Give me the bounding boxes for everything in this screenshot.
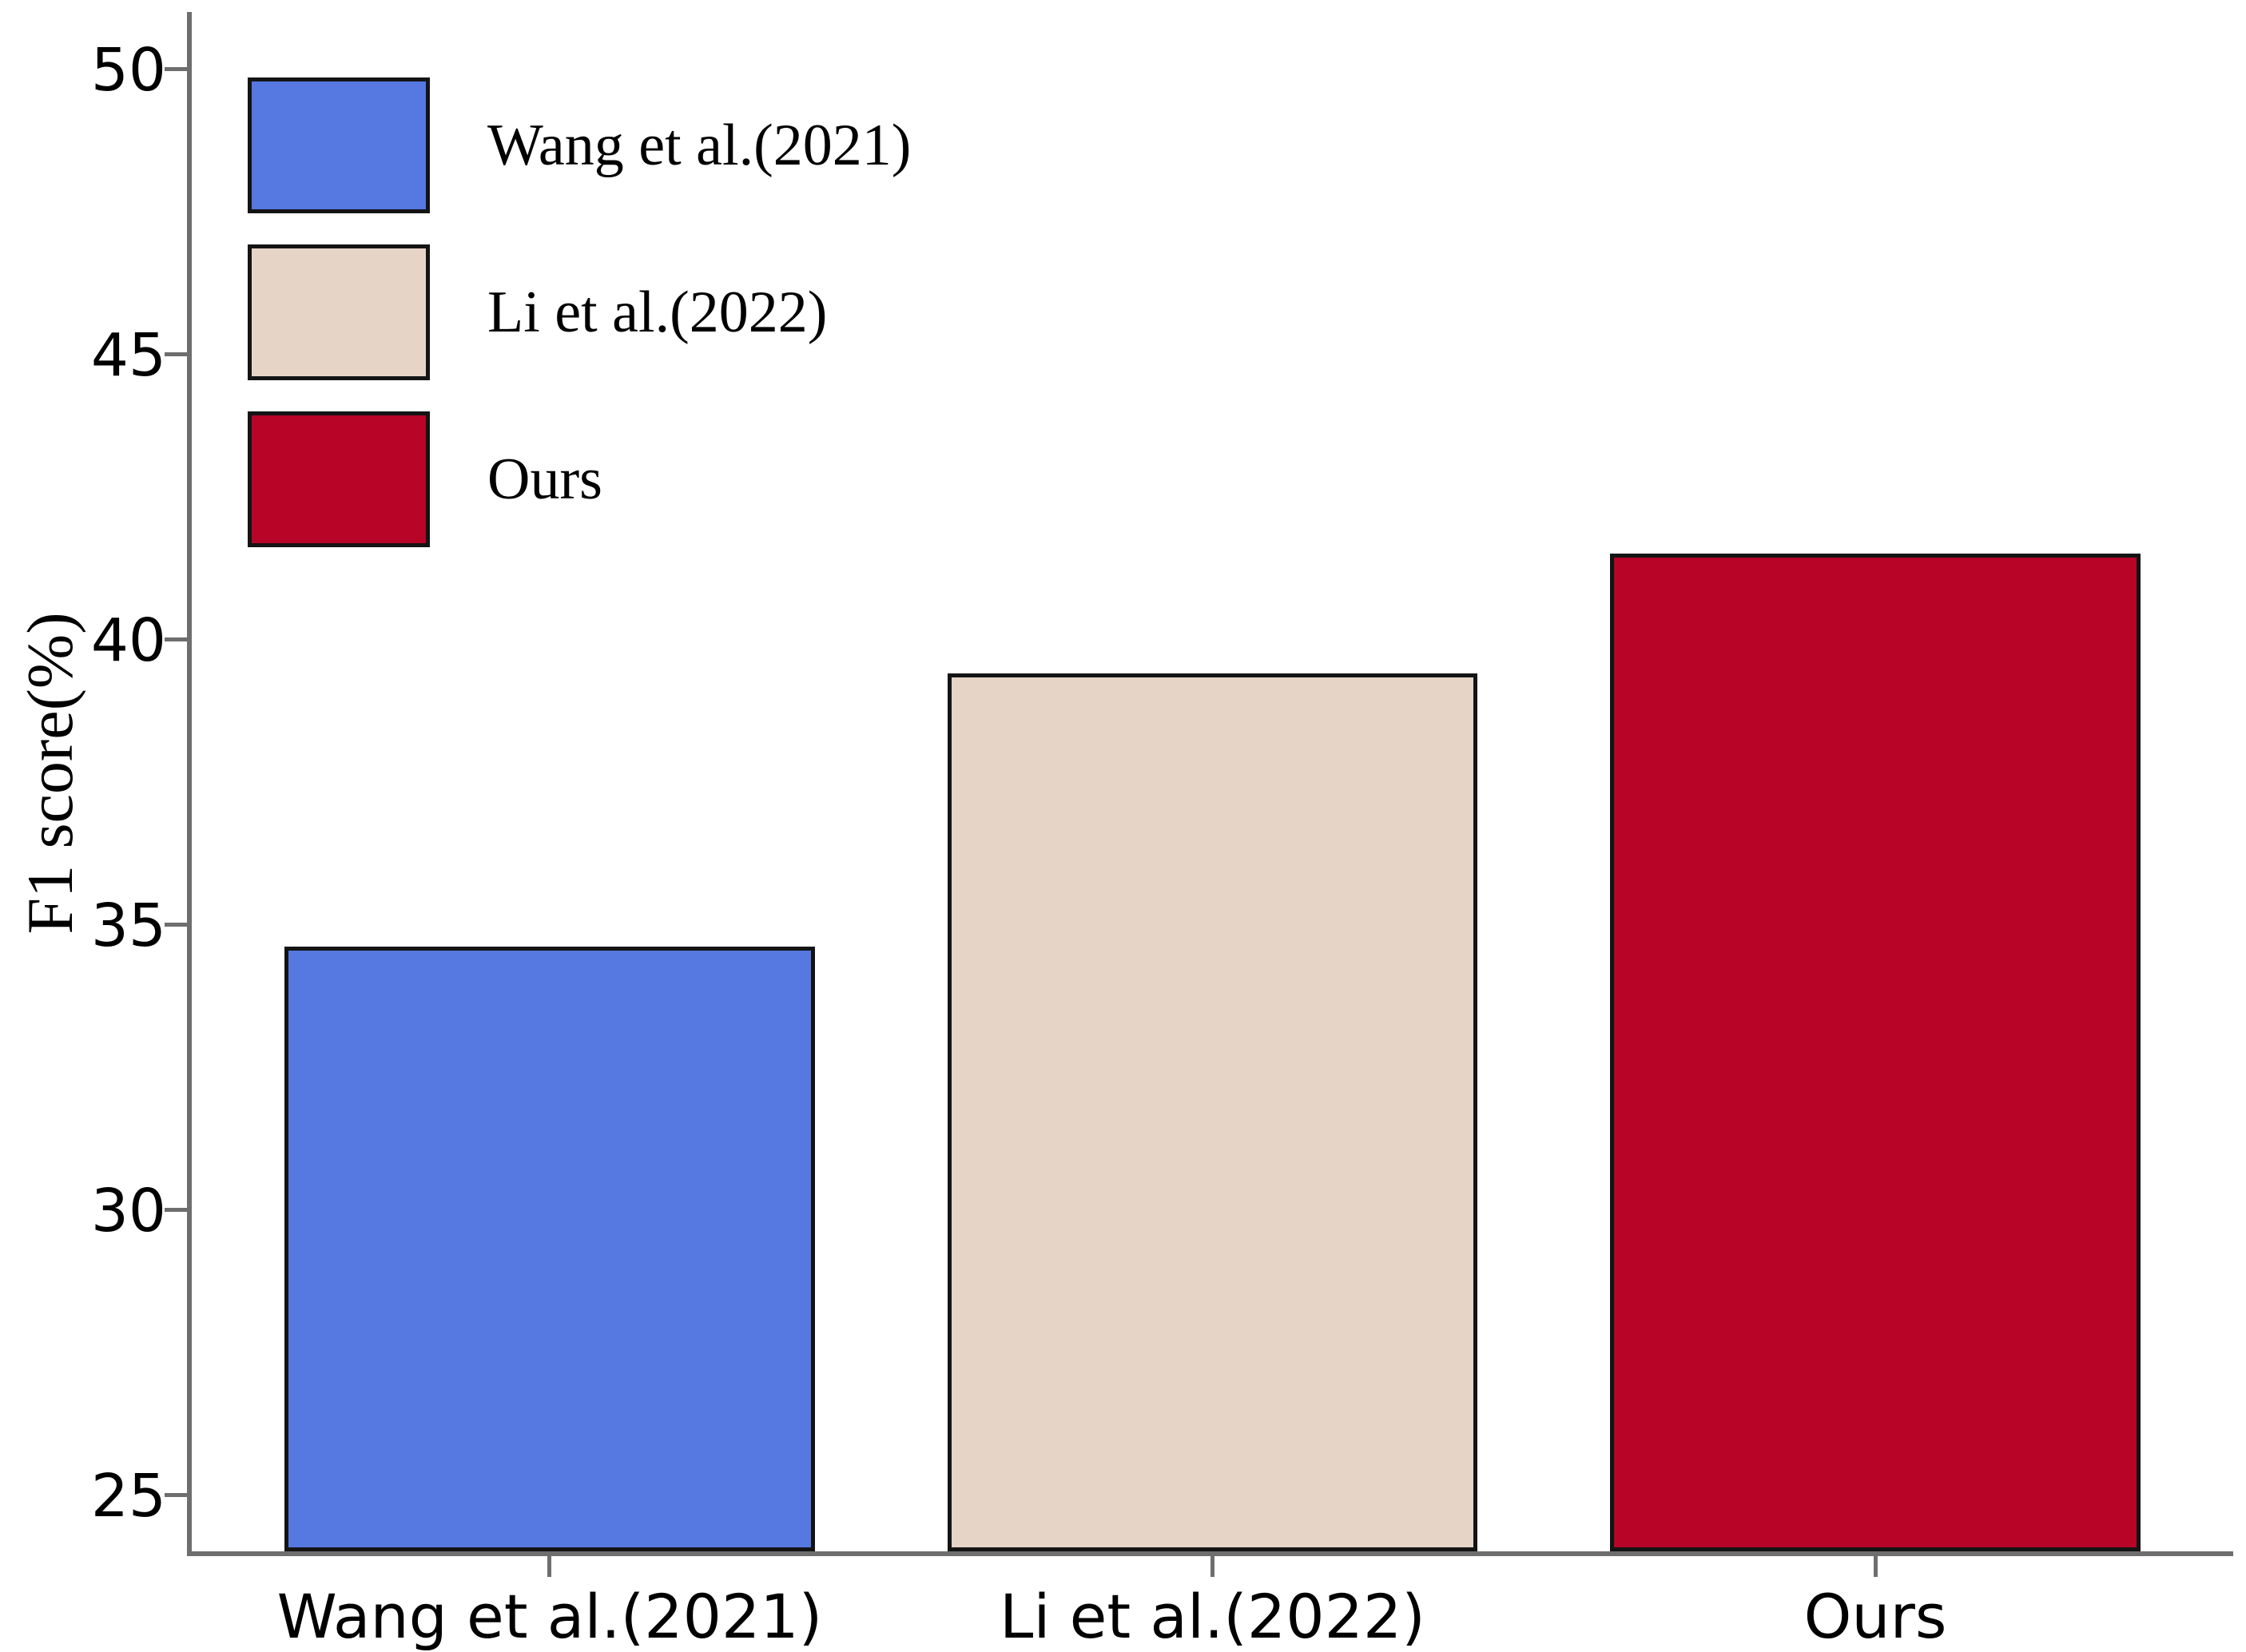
y-axis-spine <box>187 12 192 1556</box>
y-tick-label: 25 <box>90 1461 166 1531</box>
legend-label-wang-et-al-2021: Wang et al.(2021) <box>487 113 912 178</box>
y-tick-label: 40 <box>90 606 166 676</box>
legend-swatch-li-et-al-2022 <box>248 244 430 380</box>
y-tick-label: 30 <box>90 1176 166 1245</box>
y-tick <box>165 922 187 927</box>
y-tick <box>165 67 187 72</box>
legend-swatch-ours <box>248 411 430 547</box>
legend-label-ours: Ours <box>487 447 602 512</box>
bar-ours <box>1610 554 2141 1551</box>
y-tick-label: 35 <box>90 891 166 960</box>
y-tick <box>165 1207 187 1212</box>
y-tick-label: 50 <box>90 36 166 105</box>
bar-wang-et-al-2021 <box>284 947 815 1551</box>
x-tick <box>547 1556 552 1577</box>
x-tick-label-wang-et-al-2021: Wang et al.(2021) <box>276 1581 823 1652</box>
x-tick-label-li-et-al-2022: Li et al.(2022) <box>1000 1581 1425 1652</box>
x-tick-label-ours: Ours <box>1803 1581 1947 1652</box>
x-tick <box>1210 1556 1214 1577</box>
x-axis-spine <box>187 1551 2233 1556</box>
y-tick <box>165 637 187 642</box>
y-tick <box>165 1492 187 1497</box>
y-tick <box>165 352 187 357</box>
x-tick <box>1873 1556 1878 1577</box>
bar-li-et-al-2022 <box>947 673 1478 1551</box>
y-tick-label: 45 <box>90 321 166 391</box>
legend-swatch-wang-et-al-2021 <box>248 77 430 213</box>
legend-label-li-et-al-2022: Li et al.(2022) <box>487 280 828 345</box>
